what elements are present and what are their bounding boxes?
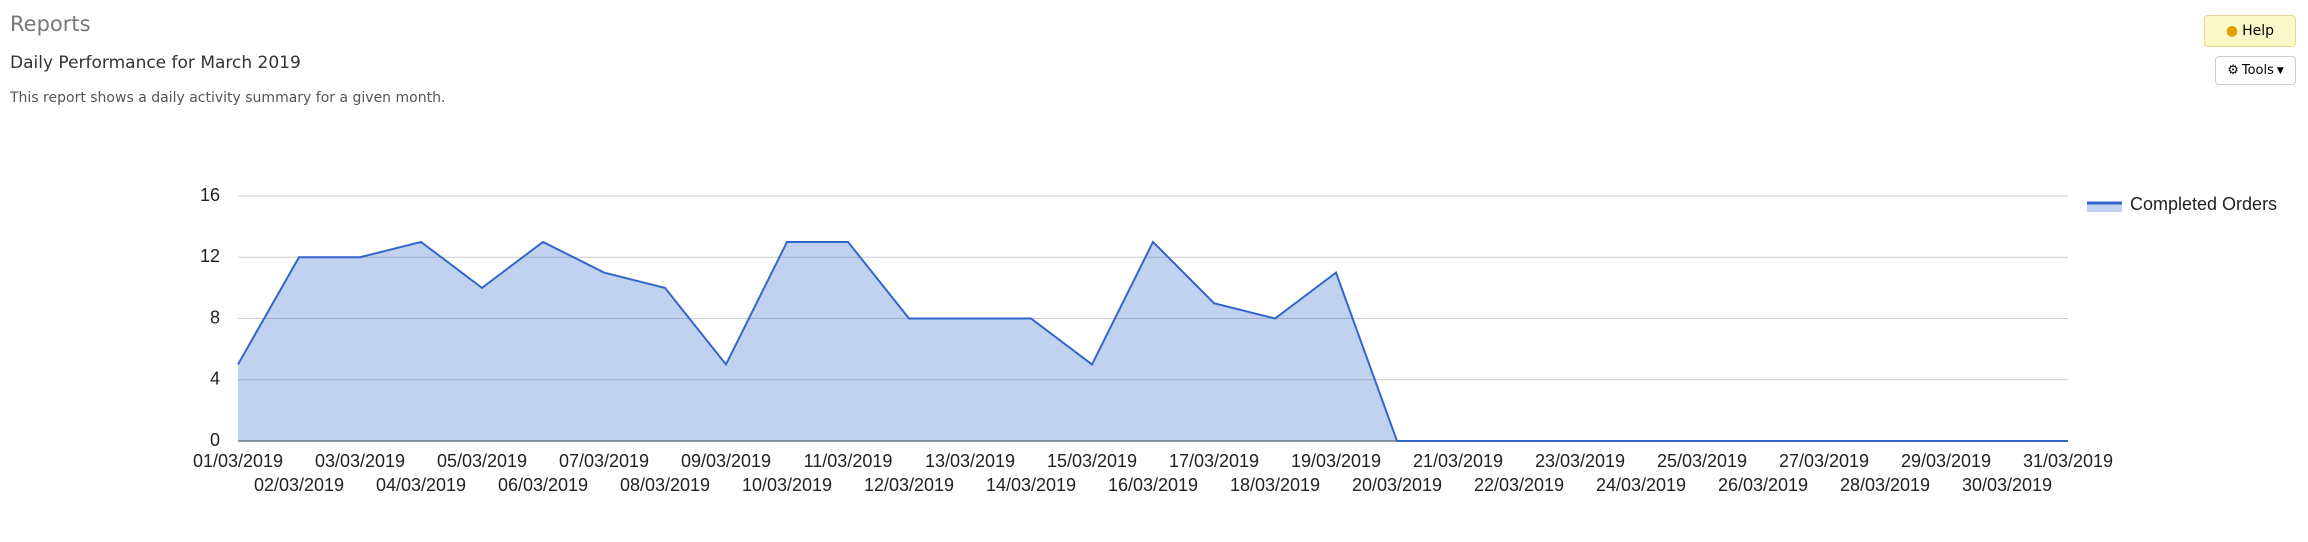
x-tick-label: 10/03/2019 <box>742 475 832 495</box>
x-tick-label: 02/03/2019 <box>254 475 344 495</box>
x-tick-label: 30/03/2019 <box>1962 475 2052 495</box>
x-tick-label: 01/03/2019 <box>193 451 283 471</box>
x-tick-label: 17/03/2019 <box>1169 451 1259 471</box>
x-tick-label: 26/03/2019 <box>1718 475 1808 495</box>
x-tick-label: 29/03/2019 <box>1901 451 1991 471</box>
legend-swatch <box>2087 203 2122 212</box>
x-tick-label: 09/03/2019 <box>681 451 771 471</box>
x-tick-label: 20/03/2019 <box>1352 475 1442 495</box>
x-tick-label: 27/03/2019 <box>1779 451 1869 471</box>
x-tick-label: 21/03/2019 <box>1413 451 1503 471</box>
x-tick-label: 06/03/2019 <box>498 475 588 495</box>
x-tick-label: 16/03/2019 <box>1108 475 1198 495</box>
legend-label: Completed Orders <box>2130 194 2277 214</box>
x-tick-label: 25/03/2019 <box>1657 451 1747 471</box>
tools-label: Tools <box>2241 63 2274 78</box>
help-button[interactable]: ● Help <box>2204 15 2296 47</box>
x-tick-label: 14/03/2019 <box>986 475 1076 495</box>
x-tick-label: 24/03/2019 <box>1596 475 1686 495</box>
report-description: This report shows a daily activity summa… <box>10 90 446 106</box>
x-tick-label: 18/03/2019 <box>1230 475 1320 495</box>
section-title: Reports <box>10 12 91 36</box>
y-tick-label: 4 <box>210 369 220 389</box>
tools-button[interactable]: ⚙ Tools ▼ <box>2215 56 2296 85</box>
y-tick-label: 12 <box>200 246 220 266</box>
x-tick-label: 31/03/2019 <box>2023 451 2113 471</box>
x-tick-label: 19/03/2019 <box>1291 451 1381 471</box>
area <box>238 241 2068 441</box>
x-tick-label: 03/03/2019 <box>315 451 405 471</box>
y-tick-label: 0 <box>210 430 220 450</box>
x-tick-label: 13/03/2019 <box>925 451 1015 471</box>
x-tick-label: 11/03/2019 <box>804 451 893 471</box>
x-tick-label: 22/03/2019 <box>1474 475 1564 495</box>
x-tick-label: 28/03/2019 <box>1840 475 1930 495</box>
x-tick-label: 05/03/2019 <box>437 451 527 471</box>
line <box>237 240 2068 442</box>
x-tick-label: 15/03/2019 <box>1047 451 1137 471</box>
y-tick-label: 16 <box>200 185 220 205</box>
x-tick-label: 07/03/2019 <box>559 451 649 471</box>
x-tick-label: 12/03/2019 <box>864 475 954 495</box>
x-tick-label: 23/03/2019 <box>1535 451 1625 471</box>
x-tick-label: 08/03/2019 <box>620 475 710 495</box>
help-label: Help <box>2242 23 2275 39</box>
y-tick-label: 8 <box>210 307 220 327</box>
report-heading: Daily Performance for March 2019 <box>10 53 301 73</box>
x-tick-label: 04/03/2019 <box>376 475 466 495</box>
